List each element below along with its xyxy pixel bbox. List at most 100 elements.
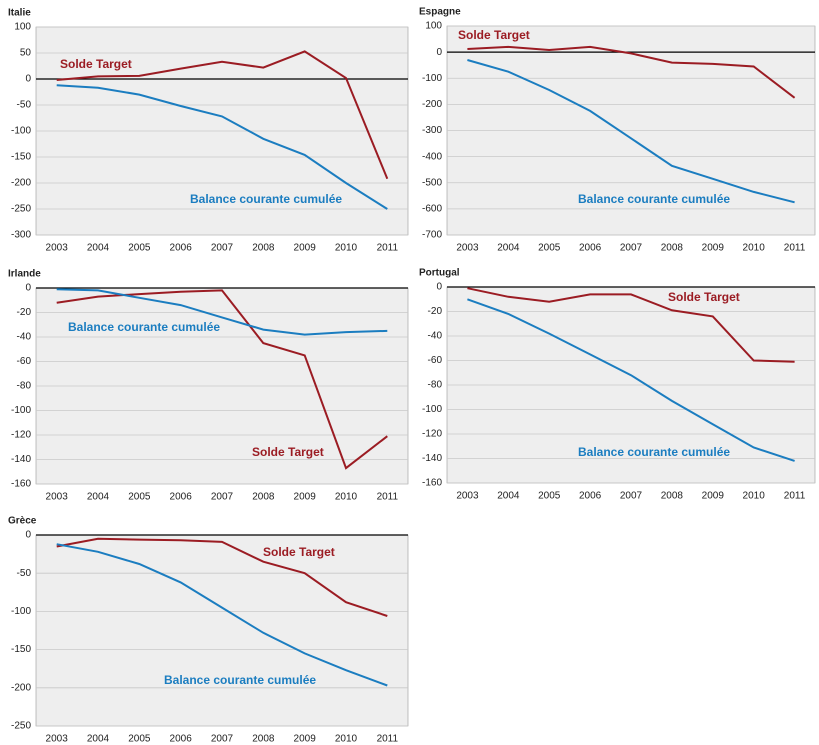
x-tick-label: 2008 bbox=[252, 243, 275, 254]
y-tick-label: 50 bbox=[20, 48, 32, 59]
x-tick-label: 2010 bbox=[335, 734, 358, 745]
y-tick-label: -300 bbox=[11, 230, 31, 241]
series-line bbox=[56, 50, 389, 180]
x-tick-label: 2003 bbox=[46, 243, 69, 254]
y-tick-label: 100 bbox=[425, 21, 442, 32]
series-label: Balance courante cumulée bbox=[578, 192, 730, 206]
x-tick-label: 2003 bbox=[456, 243, 479, 254]
x-tick-label: 2006 bbox=[170, 492, 193, 503]
x-tick-label: 2005 bbox=[538, 491, 561, 502]
y-tick-label: 0 bbox=[25, 530, 31, 541]
x-tick-label: 2011 bbox=[377, 243, 399, 254]
x-tick-label: 2006 bbox=[579, 243, 602, 254]
y-tick-label: -60 bbox=[428, 355, 443, 366]
y-tick-label: -200 bbox=[422, 99, 442, 110]
chart-title: Portugal bbox=[419, 268, 460, 279]
series-line bbox=[56, 289, 388, 470]
y-tick-label: -100 bbox=[11, 606, 31, 617]
x-tick-label: 2008 bbox=[252, 492, 275, 503]
x-tick-label: 2006 bbox=[579, 491, 602, 502]
x-tick-label: 2009 bbox=[702, 491, 725, 502]
x-tick-label: 2010 bbox=[743, 243, 766, 254]
x-tick-label: 2011 bbox=[784, 491, 806, 502]
y-tick-label: -160 bbox=[422, 478, 442, 489]
y-tick-label: -20 bbox=[428, 306, 443, 317]
x-tick-label: 2005 bbox=[128, 492, 151, 503]
y-tick-label: -200 bbox=[11, 682, 31, 693]
x-tick-label: 2009 bbox=[702, 243, 725, 254]
plot-area bbox=[35, 534, 409, 727]
series-label: Balance courante cumulée bbox=[578, 445, 730, 459]
series-label: Solde Target bbox=[60, 57, 132, 71]
x-tick-label: 2007 bbox=[620, 491, 643, 502]
y-tick-label: -150 bbox=[11, 644, 31, 655]
x-tick-label: 2010 bbox=[335, 243, 358, 254]
x-tick-label: 2010 bbox=[743, 491, 766, 502]
y-tick-label: -140 bbox=[11, 454, 31, 465]
x-tick-label: 2004 bbox=[87, 492, 110, 503]
x-tick-label: 2003 bbox=[456, 491, 479, 502]
y-tick-label: -120 bbox=[422, 429, 442, 440]
chart-title: Irlande bbox=[8, 269, 41, 280]
series-label: Solde Target bbox=[458, 28, 530, 42]
x-tick-label: 2007 bbox=[211, 492, 234, 503]
x-tick-label: 2005 bbox=[538, 243, 561, 254]
y-tick-label: -140 bbox=[422, 453, 442, 464]
x-tick-label: 2011 bbox=[377, 492, 399, 503]
y-tick-label: -100 bbox=[11, 126, 31, 137]
x-tick-label: 2005 bbox=[128, 734, 151, 745]
y-tick-label: 100 bbox=[14, 22, 31, 33]
x-tick-label: 2003 bbox=[46, 734, 69, 745]
x-tick-label: 2011 bbox=[377, 734, 399, 745]
series-line bbox=[467, 45, 796, 99]
series-label: Balance courante cumulée bbox=[164, 673, 316, 687]
series-line bbox=[56, 288, 388, 336]
y-tick-label: -20 bbox=[17, 307, 32, 318]
series-label: Solde Target bbox=[263, 545, 335, 559]
x-tick-label: 2009 bbox=[294, 243, 317, 254]
series-line bbox=[56, 537, 388, 617]
x-tick-label: 2007 bbox=[620, 243, 643, 254]
x-tick-label: 2006 bbox=[170, 734, 193, 745]
y-tick-label: -500 bbox=[422, 177, 442, 188]
y-tick-label: -40 bbox=[428, 331, 443, 342]
x-tick-label: 2004 bbox=[497, 491, 520, 502]
series-line bbox=[467, 287, 795, 363]
y-tick-label: -160 bbox=[11, 479, 31, 490]
x-tick-label: 2008 bbox=[661, 491, 684, 502]
x-tick-label: 2009 bbox=[294, 734, 317, 745]
x-tick-label: 2004 bbox=[87, 243, 110, 254]
y-tick-label: 0 bbox=[436, 282, 442, 293]
x-tick-label: 2003 bbox=[46, 492, 69, 503]
series-label: Balance courante cumulée bbox=[190, 192, 342, 206]
y-tick-label: -200 bbox=[11, 178, 31, 189]
y-tick-label: -250 bbox=[11, 204, 31, 215]
chart-title: Grèce bbox=[8, 516, 37, 527]
x-tick-label: 2008 bbox=[252, 734, 275, 745]
series-label: Balance courante cumulée bbox=[68, 320, 220, 334]
y-tick-label: -40 bbox=[17, 332, 32, 343]
y-tick-label: -50 bbox=[17, 568, 32, 579]
x-tick-label: 2010 bbox=[335, 492, 358, 503]
series-line bbox=[467, 298, 795, 462]
y-tick-label: -120 bbox=[11, 430, 31, 441]
y-tick-label: 0 bbox=[25, 283, 31, 294]
y-tick-label: -100 bbox=[422, 404, 442, 415]
series-line bbox=[467, 59, 795, 204]
series-label: Solde Target bbox=[252, 445, 324, 459]
y-tick-label: -700 bbox=[422, 230, 442, 241]
series-line bbox=[56, 543, 388, 687]
y-tick-label: -60 bbox=[17, 356, 32, 367]
y-tick-label: -400 bbox=[422, 151, 442, 162]
y-tick-label: -100 bbox=[422, 73, 442, 84]
y-tick-label: -50 bbox=[17, 100, 32, 111]
chart-title: Italie bbox=[8, 8, 31, 19]
x-tick-label: 2004 bbox=[87, 734, 110, 745]
x-tick-label: 2004 bbox=[497, 243, 520, 254]
series-line bbox=[56, 84, 388, 210]
y-tick-label: -600 bbox=[422, 204, 442, 215]
y-tick-label: -100 bbox=[11, 405, 31, 416]
series-label: Solde Target bbox=[668, 290, 740, 304]
y-tick-label: -250 bbox=[11, 721, 31, 732]
